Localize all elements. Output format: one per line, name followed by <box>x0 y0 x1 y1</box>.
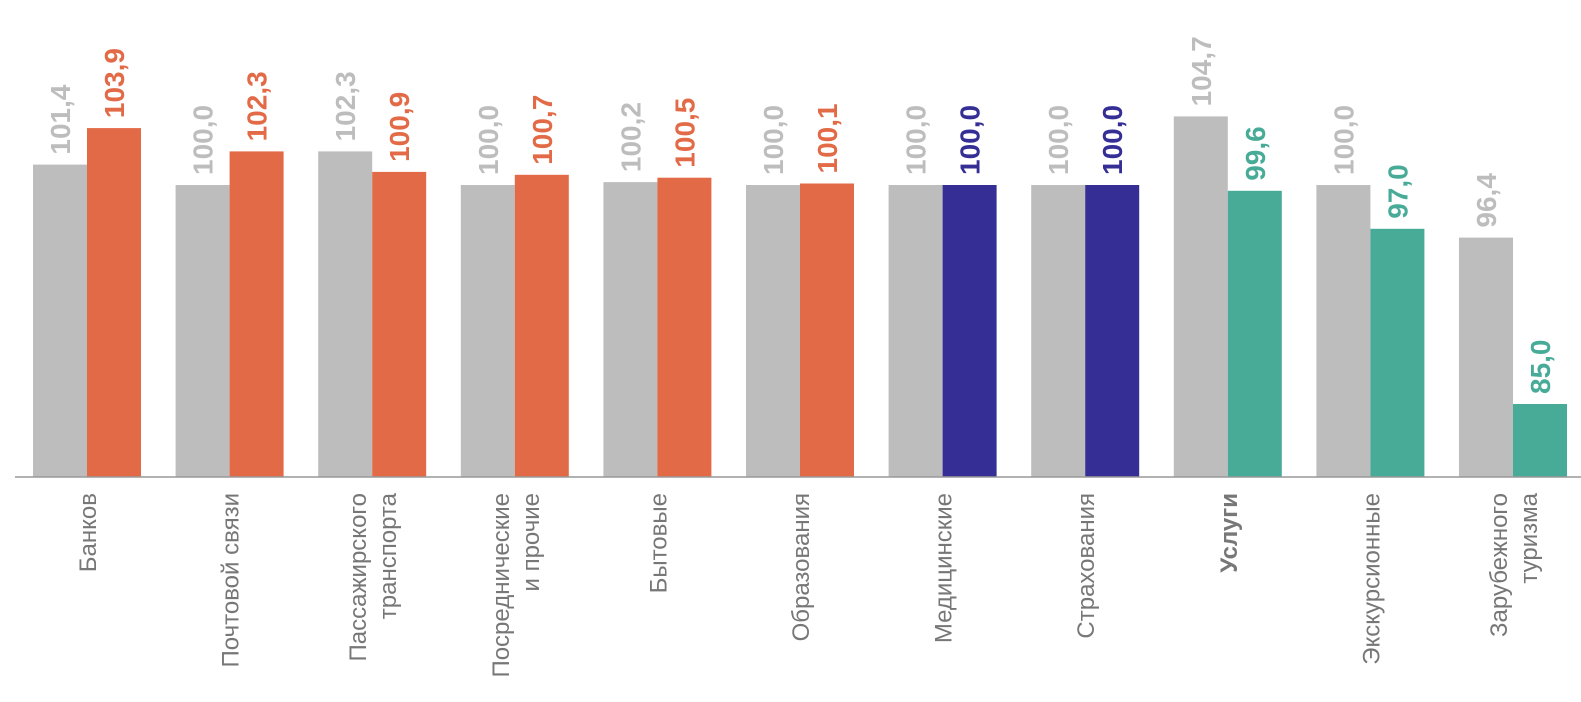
category-label-10: Зарубежного туризма <box>1486 492 1543 637</box>
value-label-previous-1: 100,0 <box>188 105 219 175</box>
category-label-1: Почтовой связи <box>218 493 245 667</box>
bar-previous-6 <box>888 185 943 477</box>
value-label-current-4: 100,5 <box>669 98 700 168</box>
category-label-line: Медицинские <box>931 493 958 643</box>
value-label-current-7: 100,0 <box>1097 105 1128 175</box>
category-label-9: Экскурсионные <box>1358 493 1385 665</box>
category-label-line: и прочие <box>518 493 545 592</box>
value-label-current-0: 103,9 <box>99 48 130 118</box>
bar-previous-1 <box>175 185 230 477</box>
category-label-0: Банков <box>75 493 102 572</box>
category-label-line: Экскурсионные <box>1358 493 1385 665</box>
value-label-previous-2: 102,3 <box>330 71 361 141</box>
category-label-3: Посреднические и прочие <box>488 493 545 678</box>
category-label-line: Банков <box>75 493 102 572</box>
category-label-line: Зарубежного <box>1486 493 1513 637</box>
category-label-6: Медицинские <box>931 493 958 643</box>
value-label-current-2: 100,9 <box>384 92 415 162</box>
bar-previous-10 <box>1459 237 1513 477</box>
value-label-previous-6: 100,0 <box>901 105 932 175</box>
value-label-previous-3: 100,0 <box>473 105 504 175</box>
bar-current-7 <box>1085 185 1140 477</box>
value-label-previous-8: 104,7 <box>1186 36 1217 106</box>
category-label-line: Образования <box>788 493 815 641</box>
category-label-5: Образования <box>788 493 815 641</box>
bar-current-0 <box>87 128 141 477</box>
bar-current-9 <box>1370 228 1425 477</box>
value-label-previous-4: 100,2 <box>615 102 646 172</box>
value-labels-group: 101,4 103,9 100,0 102,3 102,3 100,9 100,0 100,7… <box>45 36 1556 394</box>
value-label-previous-9: 100,0 <box>1328 105 1359 175</box>
bar-current-8 <box>1227 190 1282 478</box>
bar-previous-4 <box>603 182 658 477</box>
value-label-current-8: 99,6 <box>1240 126 1271 181</box>
category-label-line: Пассажирского <box>345 493 372 661</box>
bar-previous-3 <box>460 185 515 477</box>
bar-previous-5 <box>746 185 800 477</box>
value-label-current-1: 102,3 <box>242 71 273 141</box>
bars-group <box>33 116 1567 478</box>
value-label-previous-5: 100,0 <box>758 105 789 175</box>
category-label-7: Страхования <box>1073 493 1100 639</box>
bar-previous-0 <box>33 164 87 477</box>
category-label-8: Услуги <box>1216 493 1243 573</box>
bar-current-3 <box>514 174 569 478</box>
category-label-line: Почтовой связи <box>218 493 245 667</box>
category-label-line: Услуги <box>1216 493 1243 573</box>
value-label-current-9: 97,0 <box>1382 164 1413 219</box>
value-label-current-5: 100,1 <box>812 103 843 173</box>
category-labels-group: Банков Почтовой связи Пассажирского транспо… <box>75 492 1543 677</box>
value-label-current-10: 85,0 <box>1525 340 1556 395</box>
bar-current-5 <box>800 183 854 477</box>
bar-current-4 <box>657 177 712 477</box>
value-label-previous-10: 96,4 <box>1471 173 1502 228</box>
value-label-previous-7: 100,0 <box>1043 105 1074 175</box>
bar-previous-9 <box>1316 185 1371 477</box>
bar-current-10 <box>1513 404 1567 477</box>
bar-current-6 <box>942 185 997 477</box>
category-label-2: Пассажирского транспорта <box>345 492 402 661</box>
category-label-line: Страхования <box>1073 493 1100 639</box>
value-label-previous-0: 101,4 <box>45 84 76 154</box>
bar-current-2 <box>372 171 427 477</box>
bar-previous-7 <box>1031 185 1086 477</box>
bar-previous-8 <box>1173 116 1228 478</box>
category-label-line: транспорта <box>375 492 402 619</box>
category-label-line: туризма <box>1516 492 1543 583</box>
category-label-line: Посреднические <box>488 493 515 678</box>
value-label-current-6: 100,0 <box>955 105 986 175</box>
bar-previous-2 <box>318 151 373 477</box>
value-label-current-3: 100,7 <box>527 95 558 165</box>
bar-current-1 <box>229 151 284 477</box>
category-label-4: Бытовые <box>645 493 672 593</box>
category-label-line: Бытовые <box>645 493 672 593</box>
